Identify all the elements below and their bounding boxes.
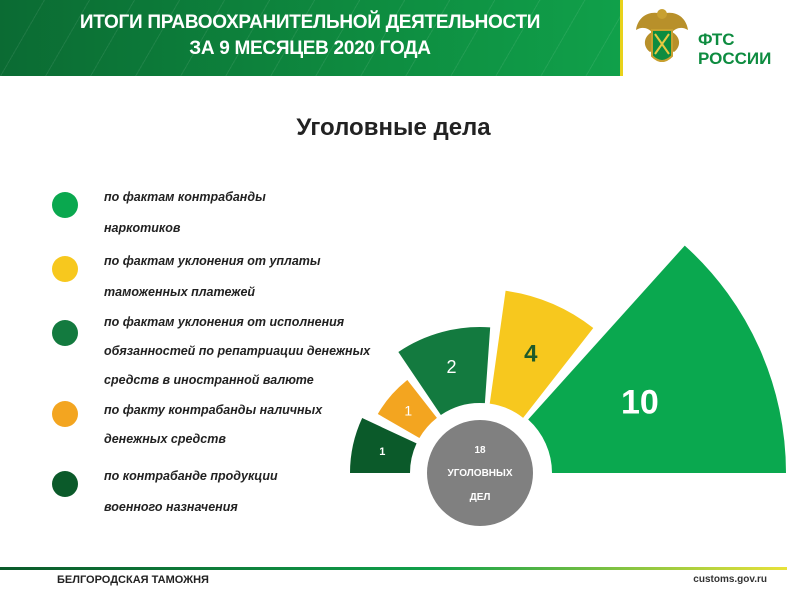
legend-line: по факту контрабанды наличных bbox=[104, 403, 323, 417]
legend-text: по фактам уклонения от уплаты таможенных … bbox=[104, 249, 424, 305]
header-divider bbox=[620, 0, 623, 76]
chart-sector bbox=[489, 290, 594, 418]
chart-sector bbox=[377, 380, 437, 438]
logo-text-line-2: РОССИИ bbox=[698, 49, 772, 68]
page-title: ИТОГИ ПРАВООХРАНИТЕЛЬНОЙ ДЕЯТЕЛЬНОСТИ ЗА… bbox=[0, 10, 620, 62]
legend-dot-icon bbox=[52, 471, 78, 497]
legend-dot-icon bbox=[52, 256, 78, 282]
legend-line: обязанностей по репатриации денежных bbox=[104, 344, 371, 358]
legend-dot-icon bbox=[52, 401, 78, 427]
title-line-1: ИТОГИ ПРАВООХРАНИТЕЛЬНОЙ ДЕЯТЕЛЬНОСТИ bbox=[79, 12, 541, 33]
title-line-2: ЗА 9 МЕСЯЦЕВ 2020 ГОДА bbox=[189, 38, 431, 59]
data-label: 2 bbox=[447, 357, 457, 377]
footer-website-link[interactable]: customs.gov.ru bbox=[693, 574, 767, 585]
footer-organization: БЕЛГОРОДСКАЯ ТАМОЖНЯ bbox=[57, 574, 209, 586]
header-band bbox=[0, 0, 620, 76]
legend-line: по фактам уклонения от исполнения bbox=[104, 315, 345, 329]
data-label: 10 bbox=[621, 384, 659, 422]
legend-line: по контрабанде продукции bbox=[104, 469, 278, 483]
legend-dot-icon bbox=[52, 192, 78, 218]
data-label: 1 bbox=[379, 446, 385, 458]
data-label: 1 bbox=[404, 403, 412, 419]
legend-line: по фактам уклонения от уплаты bbox=[104, 254, 321, 268]
logo-text-line-1: ФТС bbox=[698, 30, 735, 49]
legend-line: средств в иностранной валюте bbox=[104, 373, 314, 387]
fts-emblem-logo bbox=[636, 9, 688, 62]
legend-text: по контрабанде продукции военного назначе… bbox=[104, 464, 424, 520]
total-label: ДЕЛ bbox=[470, 492, 491, 503]
legend-line: военного назначения bbox=[104, 500, 238, 514]
chart-title: Уголовные дела bbox=[296, 114, 491, 141]
legend-text: по фактам уклонения от исполнения обязанн… bbox=[104, 310, 424, 393]
fts-logo-text: ФТС РОССИИ bbox=[698, 30, 771, 68]
legend-line: таможенных платежей bbox=[104, 285, 256, 299]
footer-line bbox=[0, 567, 787, 570]
total-label: УГОЛОВНЫХ bbox=[448, 468, 513, 479]
legend-text: по факту контрабанды наличных денежных ср… bbox=[104, 398, 424, 452]
chart-sector bbox=[350, 418, 417, 473]
chart-sector bbox=[398, 327, 491, 415]
total-circle bbox=[427, 420, 533, 526]
data-label: 4 bbox=[524, 341, 538, 368]
legend-line: по фактам контрабанды bbox=[104, 190, 266, 204]
legend-dot-icon bbox=[52, 320, 78, 346]
legend-text: по фактам контрабанды наркотиков bbox=[104, 185, 424, 241]
chart-sector bbox=[528, 245, 787, 473]
legend-line: наркотиков bbox=[104, 221, 181, 235]
legend-line: денежных средств bbox=[104, 432, 226, 446]
total-label: 18 bbox=[474, 445, 486, 456]
